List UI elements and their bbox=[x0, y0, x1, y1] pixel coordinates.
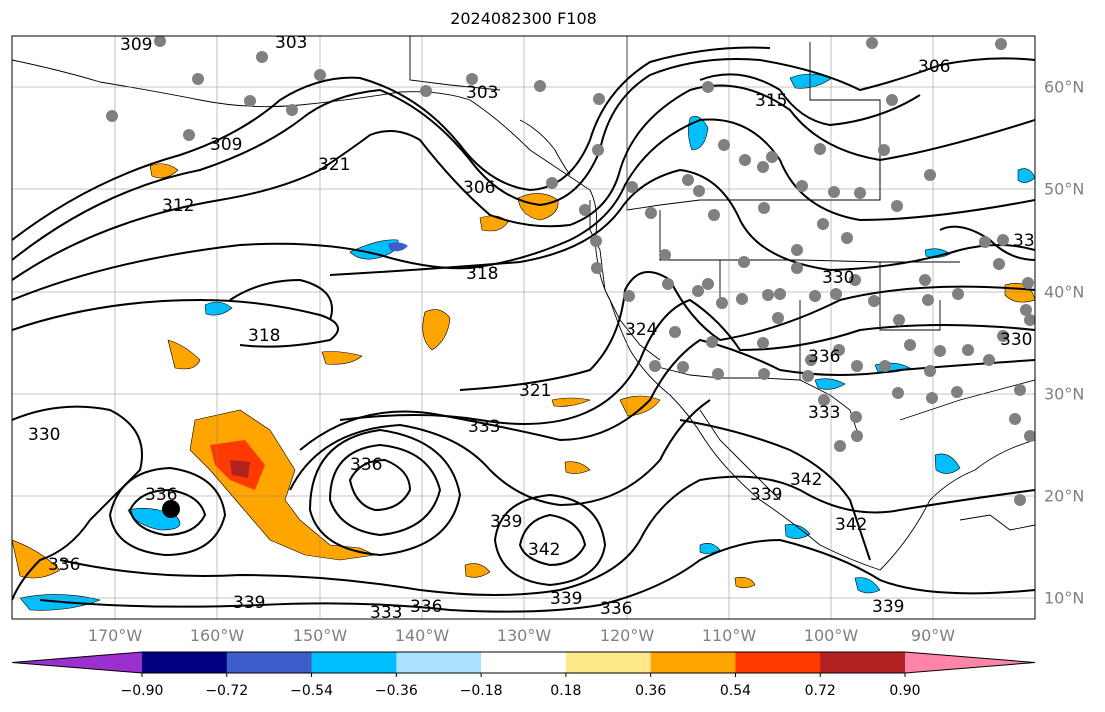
contour-label: 342 bbox=[528, 540, 560, 560]
contour-label: 321 bbox=[519, 381, 551, 401]
contour-label: 303 bbox=[275, 33, 307, 53]
colorbar bbox=[11, 651, 1036, 677]
contour-label: 339 bbox=[750, 485, 782, 505]
contour-label: 336 bbox=[808, 347, 840, 367]
lon-label: 90°W bbox=[910, 626, 956, 645]
colorbar-tick-label: −0.72 bbox=[205, 683, 249, 699]
colorbar-tick-label: −0.90 bbox=[120, 683, 164, 699]
colorbar-bin bbox=[650, 652, 736, 673]
lon-label: 170°W bbox=[87, 626, 143, 645]
colorbar-tick-label: 0.36 bbox=[635, 683, 667, 699]
contour-label: 330 bbox=[1013, 231, 1045, 251]
colorbar-bin bbox=[481, 652, 567, 673]
contour-label: 339 bbox=[872, 597, 904, 617]
colorbar-tick-label: 0.54 bbox=[719, 683, 752, 699]
colorbar-bin bbox=[311, 652, 397, 673]
contour-label: 306 bbox=[463, 178, 495, 198]
contour-label: 303 bbox=[466, 83, 498, 103]
colorbar-tick-label: 0.18 bbox=[550, 683, 582, 699]
contour-label: 330 bbox=[1000, 330, 1032, 350]
lon-label: 150°W bbox=[292, 626, 348, 645]
contour-label: 330 bbox=[28, 425, 60, 445]
colorbar-bin bbox=[396, 652, 482, 673]
lat-label: 60°N bbox=[1044, 77, 1085, 97]
contour-label: 315 bbox=[755, 91, 787, 111]
contour-label: 339 bbox=[490, 512, 522, 532]
contour-label: 309 bbox=[120, 35, 152, 55]
colorbar-bin bbox=[820, 652, 906, 673]
lat-label: 50°N bbox=[1044, 179, 1085, 199]
colorbar-tick-label: −0.18 bbox=[459, 683, 503, 699]
contour-label: 342 bbox=[790, 470, 822, 490]
contour-label: 342 bbox=[835, 515, 867, 535]
lat-label: 30°N bbox=[1044, 384, 1085, 404]
lon-label: 130°W bbox=[496, 626, 552, 645]
station-markers bbox=[106, 36, 1035, 506]
colorbar-bin bbox=[735, 652, 821, 673]
contour-label: 339 bbox=[233, 593, 265, 613]
map-frame bbox=[11, 35, 1036, 620]
contour-label: 306 bbox=[918, 57, 950, 77]
contour-label: 324 bbox=[625, 320, 657, 340]
map-background bbox=[12, 36, 1035, 619]
contour-label: 318 bbox=[466, 264, 498, 284]
contour-label: 318 bbox=[248, 326, 280, 346]
lon-label: 160°W bbox=[189, 626, 245, 645]
contour-label: 336 bbox=[600, 599, 632, 619]
lon-label: 140°W bbox=[394, 626, 450, 645]
contour-label: 333 bbox=[468, 417, 500, 437]
colorbar-extend-max bbox=[905, 652, 1035, 673]
contour-label: 321 bbox=[318, 155, 350, 175]
contour-label: 333 bbox=[808, 403, 840, 423]
colorbar-tick-label: 0.90 bbox=[889, 683, 921, 699]
contour-label: 336 bbox=[410, 597, 442, 617]
lat-label: 40°N bbox=[1044, 282, 1085, 302]
lon-label: 100°W bbox=[803, 626, 859, 645]
lat-label: 10°N bbox=[1044, 588, 1085, 608]
contour-label: 333 bbox=[370, 603, 402, 623]
contour-label: 312 bbox=[162, 196, 194, 216]
colorbar-bin bbox=[226, 652, 313, 673]
contour-label: 336 bbox=[350, 455, 382, 475]
map-title: 2024082300 F108 bbox=[450, 9, 597, 28]
contour-label: 309 bbox=[210, 135, 242, 155]
lon-label: 110°W bbox=[701, 626, 757, 645]
lon-label: 120°W bbox=[599, 626, 655, 645]
colorbar-bin bbox=[565, 652, 652, 673]
colorbar-extend-min bbox=[12, 652, 142, 673]
contour-label: 336 bbox=[145, 485, 177, 505]
colorbar-tick-label: 0.72 bbox=[804, 683, 836, 699]
contour-label: 330 bbox=[822, 268, 854, 288]
lat-label: 20°N bbox=[1044, 486, 1085, 506]
height-contours bbox=[12, 46, 1035, 613]
contour-label: 336 bbox=[48, 555, 80, 575]
colorbar-tick-label: −0.36 bbox=[374, 683, 418, 699]
contour-labels: 309 303 306 315 303 309 321 312 306 318 … bbox=[28, 33, 1045, 623]
colorbar-tick-label: −0.54 bbox=[290, 683, 333, 699]
storm-center-marker bbox=[162, 500, 180, 518]
colorbar-bin bbox=[142, 652, 228, 673]
contour-label: 339 bbox=[550, 589, 582, 609]
